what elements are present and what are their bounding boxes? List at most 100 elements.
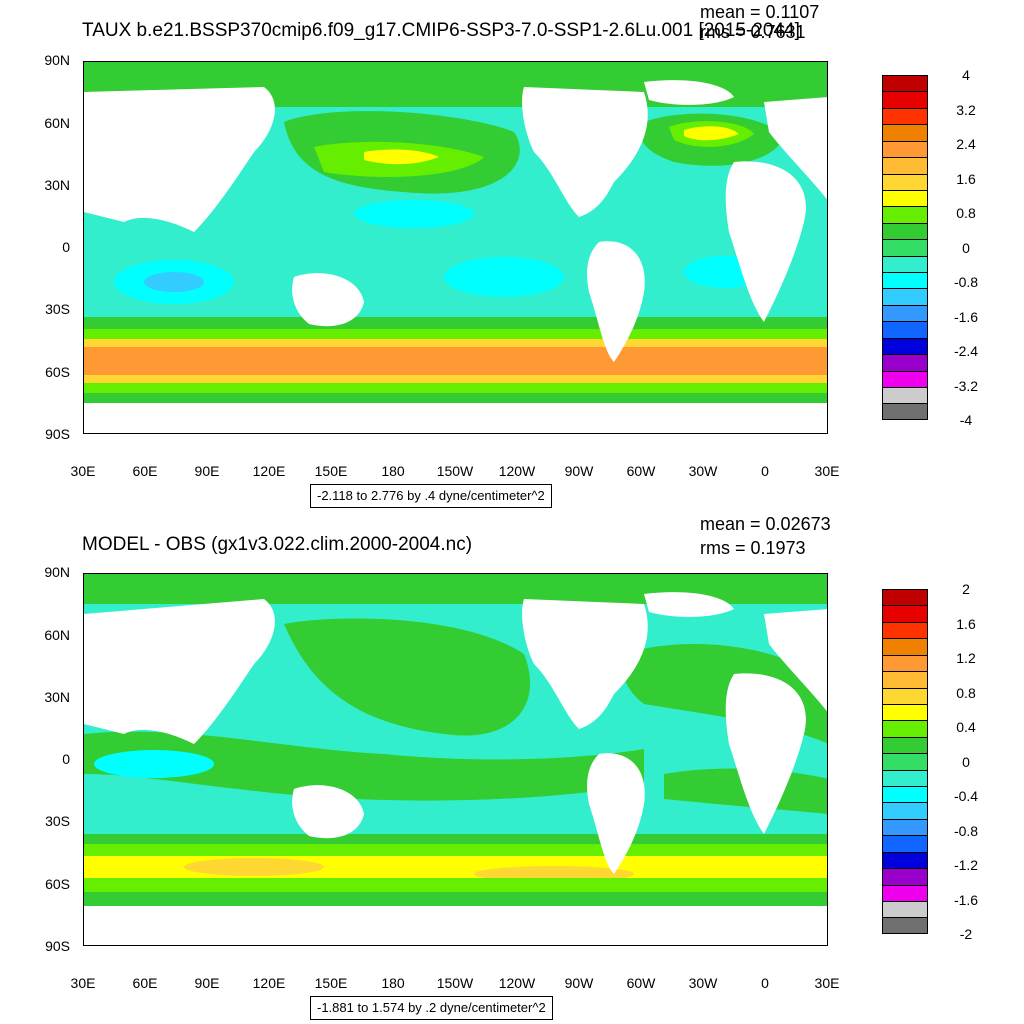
top-lat-label-0: 0 — [62, 239, 70, 255]
bottom-lon-label-90w: 90W — [564, 975, 594, 991]
top-lon-label-30e: 30E — [70, 463, 96, 479]
colorbar-segment — [883, 721, 927, 738]
colorbar-label: 1.6 — [956, 170, 976, 187]
tropical-green — [84, 731, 644, 801]
bottom-lat-label-90n: 90N — [44, 564, 70, 580]
colorbar-segment — [883, 289, 927, 306]
top-lat-label-90n: 90N — [44, 52, 70, 68]
so-green-n — [84, 834, 827, 844]
bottom-mean: mean = 0.02673 — [700, 514, 831, 534]
land-africa — [725, 161, 806, 322]
top-lon-label-150w: 150W — [436, 463, 474, 479]
bottom-lon-label-150w: 150W — [436, 975, 474, 991]
top-rms: rms = 0.7631 — [700, 22, 806, 42]
so-green-s — [84, 892, 827, 906]
colorbar-label: 0 — [962, 753, 970, 770]
colorbar-segment — [883, 76, 927, 93]
colorbar-segment — [883, 688, 927, 705]
colorbar-label: -4 — [959, 412, 973, 428]
land-greenland — [644, 592, 734, 617]
top-map — [83, 61, 828, 434]
colorbar-label: -2 — [959, 926, 973, 942]
top-lon-label-90w: 90W — [564, 463, 594, 479]
colorbar-label: 4 — [962, 67, 970, 83]
top-lon-label-0: 0 — [761, 463, 769, 479]
bottom-lon-label-60e: 60E — [132, 975, 158, 991]
so-lightgreen-s — [84, 878, 827, 892]
so-orange-core — [84, 347, 827, 375]
trop-pacific-blob-n — [354, 200, 474, 228]
bottom-lon-label-0: 0 — [761, 975, 769, 991]
top-panel: TAUX b.e21.BSSP370cmip6.f09_g17.CMIP6-SS… — [44, 2, 979, 508]
north-pacific-yellow — [364, 149, 439, 165]
colorbar-segment — [883, 355, 927, 372]
colorbar-segment — [883, 803, 927, 820]
colorbar-label: -1.6 — [953, 891, 979, 908]
top-lon-label-60w: 60W — [626, 463, 656, 479]
colorbar-segment — [883, 322, 927, 339]
bottom-lon-label-30e: 30E — [70, 975, 96, 991]
bottom-map-svg — [84, 574, 827, 945]
top-lon-label-30w: 30W — [688, 463, 718, 479]
land-asia — [84, 87, 275, 232]
colorbar-segment — [883, 885, 927, 903]
top-lat-label-30s: 30S — [45, 301, 70, 317]
bottom-lat-label-30n: 30N — [44, 689, 70, 705]
colorbar-segment — [883, 256, 927, 274]
colorbar-label: -1.6 — [953, 308, 979, 325]
colorbar-label: -0.8 — [953, 822, 979, 839]
colorbar-label: 2.4 — [956, 136, 976, 152]
colorbar-segment — [883, 655, 927, 673]
colorbar-segment — [883, 737, 927, 755]
bottom-lon-label-30w: 30W — [688, 975, 718, 991]
bottom-lat-label-60s: 60S — [45, 876, 70, 892]
top-lat-label-60n: 60N — [44, 115, 70, 131]
colorbar-segment — [883, 770, 927, 788]
bottom-lon-label-30e-end: 30E — [814, 975, 840, 991]
colorbar-label: -2.4 — [953, 343, 979, 359]
colorbar-segment — [883, 869, 927, 886]
north-pacific-green — [284, 618, 531, 736]
bottom-lat-label-0: 0 — [62, 751, 70, 767]
colorbar-label: 2 — [962, 581, 970, 597]
bottom-lon-label-90e: 90E — [194, 975, 220, 991]
colorbar-segment — [883, 125, 927, 142]
bottom-lon-label-150e: 150E — [314, 975, 348, 991]
so-gold-n — [84, 339, 827, 347]
top-contour-range: -2.118 to 2.776 by .4 dyne/centimeter^2 — [310, 484, 552, 508]
colorbar-segment — [883, 590, 927, 607]
bottom-lon-label-60w: 60W — [626, 975, 656, 991]
top-lon-label-90e: 90E — [194, 463, 220, 479]
land-north-america — [522, 599, 648, 729]
bottom-lat-label-60n: 60N — [44, 627, 70, 643]
top-lat-label-90s: 90S — [45, 426, 70, 442]
colorbar-segment — [883, 108, 927, 126]
so-green-edge-s — [84, 393, 827, 403]
bottom-lon-label-120w: 120W — [498, 975, 536, 991]
top-lon-label-120e: 120E — [252, 463, 286, 479]
land-australia — [292, 785, 364, 839]
colorbar-segment — [883, 240, 927, 257]
bottom-rms: rms = 0.1973 — [700, 538, 806, 558]
bottom-colorbar — [882, 589, 928, 934]
colorbar-segment — [883, 404, 927, 419]
antarctica — [84, 403, 827, 433]
colorbar-label: 0 — [962, 239, 970, 256]
colorbar-segment — [883, 852, 927, 870]
colorbar-segment — [883, 158, 927, 175]
top-lon-label-180: 180 — [381, 463, 405, 479]
indian-ocean-cyan — [94, 750, 214, 778]
land-africa — [725, 673, 806, 834]
top-lon-label-60e: 60E — [132, 463, 158, 479]
colorbar-segment — [883, 836, 927, 853]
colorbar-segment — [883, 918, 927, 933]
indian-ocean-core — [144, 272, 204, 292]
north-atlantic-yellow — [684, 126, 739, 141]
top-lon-label-120w: 120W — [498, 463, 536, 479]
colorbar-segment — [883, 622, 927, 640]
colorbar-label: 0.8 — [956, 684, 976, 701]
so-green-edge-n — [84, 317, 827, 329]
land-south-america — [587, 241, 645, 362]
colorbar-label: 0.8 — [956, 205, 976, 221]
colorbar-segment — [883, 141, 927, 159]
